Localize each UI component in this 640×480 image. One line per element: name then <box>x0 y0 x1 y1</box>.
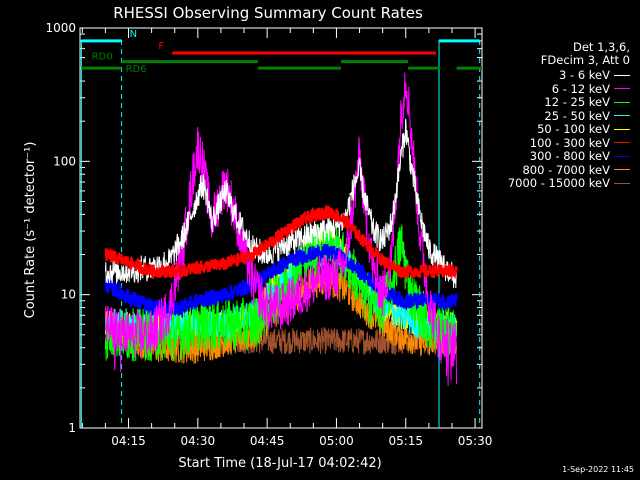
legend-item: 12 - 25 keV <box>544 95 630 109</box>
legend-item: 300 - 800 keV <box>530 149 630 163</box>
series-line <box>104 72 458 386</box>
y-axis-label: Count Rate (s⁻¹ detector⁻¹) <box>23 142 38 319</box>
x-axis-label: Start Time (18-Jul-17 04:02:42) <box>178 456 381 471</box>
legend-swatch <box>614 115 630 116</box>
legend-label: 50 - 100 keV <box>537 122 610 136</box>
legend-swatch <box>614 155 630 157</box>
legend-item: 800 - 7000 keV <box>522 163 630 177</box>
legend-swatch <box>614 74 630 76</box>
legend-label: 7000 - 15000 keV <box>507 176 610 190</box>
legend-item: 25 - 50 keV <box>544 109 630 123</box>
legend-header-line-1: Det 1,3,6, <box>572 40 630 54</box>
series-line <box>104 118 458 289</box>
series-line <box>104 205 458 281</box>
y-tick-label: 100 <box>53 154 76 168</box>
legend-swatch <box>614 101 630 103</box>
legend-item: 3 - 6 keV <box>559 68 630 82</box>
flag-label: N <box>130 29 137 40</box>
vertical-markers <box>80 40 481 428</box>
x-tick-label: 04:30 <box>181 434 216 448</box>
legend-label: 100 - 300 keV <box>529 135 610 150</box>
x-tick-label: 05:30 <box>458 434 493 448</box>
flag-label: RD0 <box>92 52 113 63</box>
x-tick-label: 04:15 <box>111 434 146 448</box>
legend-item: 50 - 100 keV <box>537 122 630 136</box>
legend-label: 300 - 800 keV <box>529 149 610 163</box>
flag-label: RD6 <box>126 64 147 75</box>
legend-swatch <box>614 142 630 143</box>
flag-bars: N F RD0 RD6 <box>81 29 482 75</box>
y-tick-label: 1000 <box>45 21 76 35</box>
legend-swatch <box>614 182 630 184</box>
x-tick-label: 04:45 <box>250 434 285 448</box>
legend: Det 1,3,6, FDecim 3, Att 0 3 - 6 keV 6 - … <box>470 40 640 190</box>
flag-label: F <box>158 41 164 52</box>
legend-swatch <box>614 88 630 89</box>
legend-item: 6 - 12 keV <box>552 82 630 96</box>
legend-header-line-2: FDecim 3, Att 0 <box>540 53 630 67</box>
series-line <box>104 326 458 356</box>
chart-title: RHESSI Observing Summary Count Rates <box>113 4 423 22</box>
legend-label: 6 - 12 keV <box>551 81 610 96</box>
y-tick-label: 1 <box>68 421 76 435</box>
timestamp: 1-Sep-2022 11:45 <box>562 465 634 474</box>
legend-item: 7000 - 15000 keV <box>508 176 630 190</box>
series-group <box>104 72 458 386</box>
legend-label: 3 - 6 keV <box>559 68 610 82</box>
plot-frame <box>79 27 483 429</box>
legend-label: 25 - 50 keV <box>544 108 610 123</box>
legend-swatch <box>614 128 630 130</box>
x-tick-label: 05:00 <box>319 434 354 448</box>
plot-axes: 1 10 100 1000 04:15 04:30 04:45 05:00 05:15 05:30 <box>45 21 492 448</box>
legend-label: 12 - 25 keV <box>544 95 610 109</box>
x-tick-label: 05:15 <box>388 434 423 448</box>
legend-item: 100 - 300 keV <box>530 136 630 150</box>
legend-swatch <box>614 169 630 170</box>
y-tick-label: 10 <box>61 288 76 302</box>
legend-label: 800 - 7000 keV <box>522 162 610 177</box>
